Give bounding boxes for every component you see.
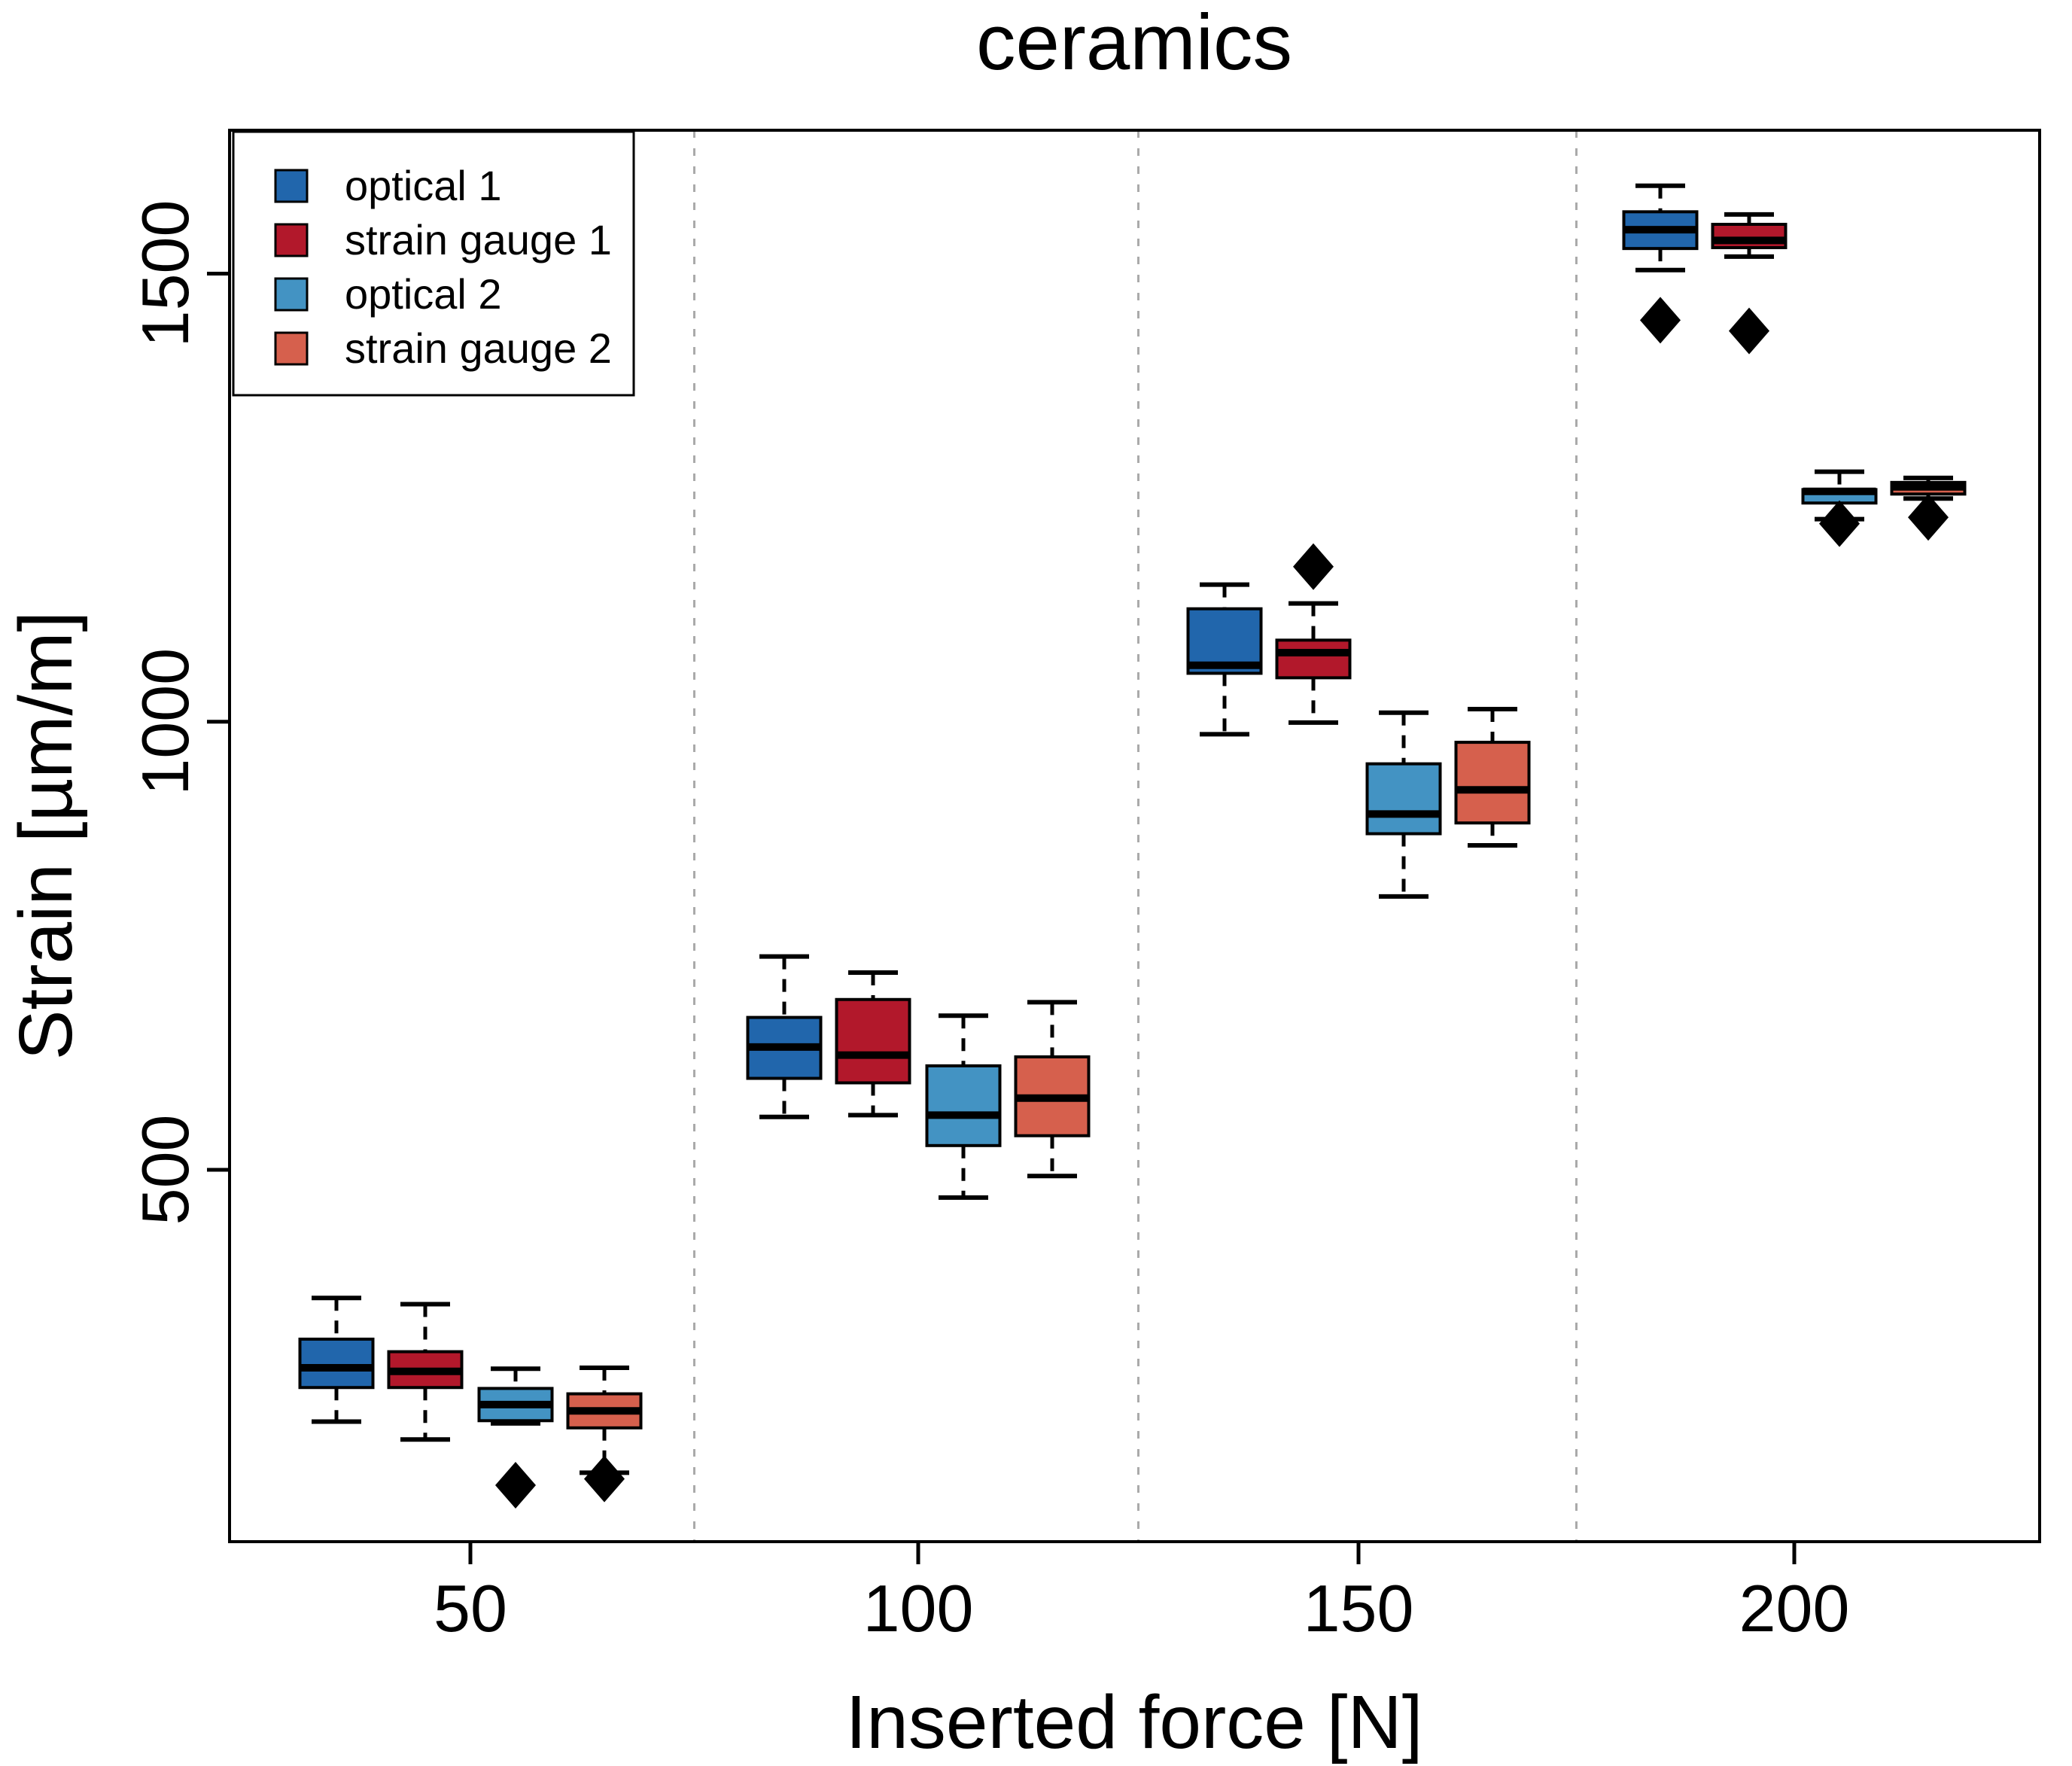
outlier-diamond <box>1640 297 1681 344</box>
x-tick-label: 50 <box>434 1571 507 1646</box>
y-tick-label: 500 <box>128 1115 202 1226</box>
y-tick-label: 1500 <box>128 200 202 348</box>
x-tick-label: 100 <box>863 1571 974 1646</box>
boxplot-box <box>1275 638 1352 680</box>
legend-swatch <box>274 169 309 203</box>
x-tick-label: 200 <box>1739 1571 1850 1646</box>
x-axis-title: Inserted force [N] <box>846 1680 1423 1764</box>
outlier-diamond <box>584 1455 625 1503</box>
legend-label: optical 2 <box>345 270 502 318</box>
outlier-diamond <box>495 1462 536 1509</box>
legend-swatch <box>274 223 309 257</box>
plot-frame <box>228 129 2041 1543</box>
legend-swatch <box>274 331 309 366</box>
chart-layer: 50 100 150 200 500 1000 1500 optical 1 strain ga… <box>128 129 2041 1646</box>
legend-label: strain gauge 2 <box>345 324 612 372</box>
outlier-diamond <box>1908 494 1949 541</box>
legend-swatch <box>274 277 309 312</box>
legend-label: optical 1 <box>345 162 502 209</box>
boxplot-box <box>1365 762 1442 836</box>
y-tick-label: 1000 <box>128 648 202 796</box>
outlier-diamond <box>1293 543 1334 590</box>
boxplot-box <box>1454 741 1531 825</box>
x-tick-label: 150 <box>1304 1571 1414 1646</box>
boxplot-box <box>835 997 911 1085</box>
y-axis-title: Strain [µm/m] <box>4 611 88 1061</box>
chart-title: ceramics <box>976 0 1292 87</box>
legend-label: strain gauge 1 <box>345 216 612 263</box>
boxplot-box <box>298 1337 375 1390</box>
outlier-diamond <box>1729 307 1769 355</box>
boxplot-box <box>925 1064 1002 1147</box>
outlier-diamond <box>1819 500 1860 547</box>
